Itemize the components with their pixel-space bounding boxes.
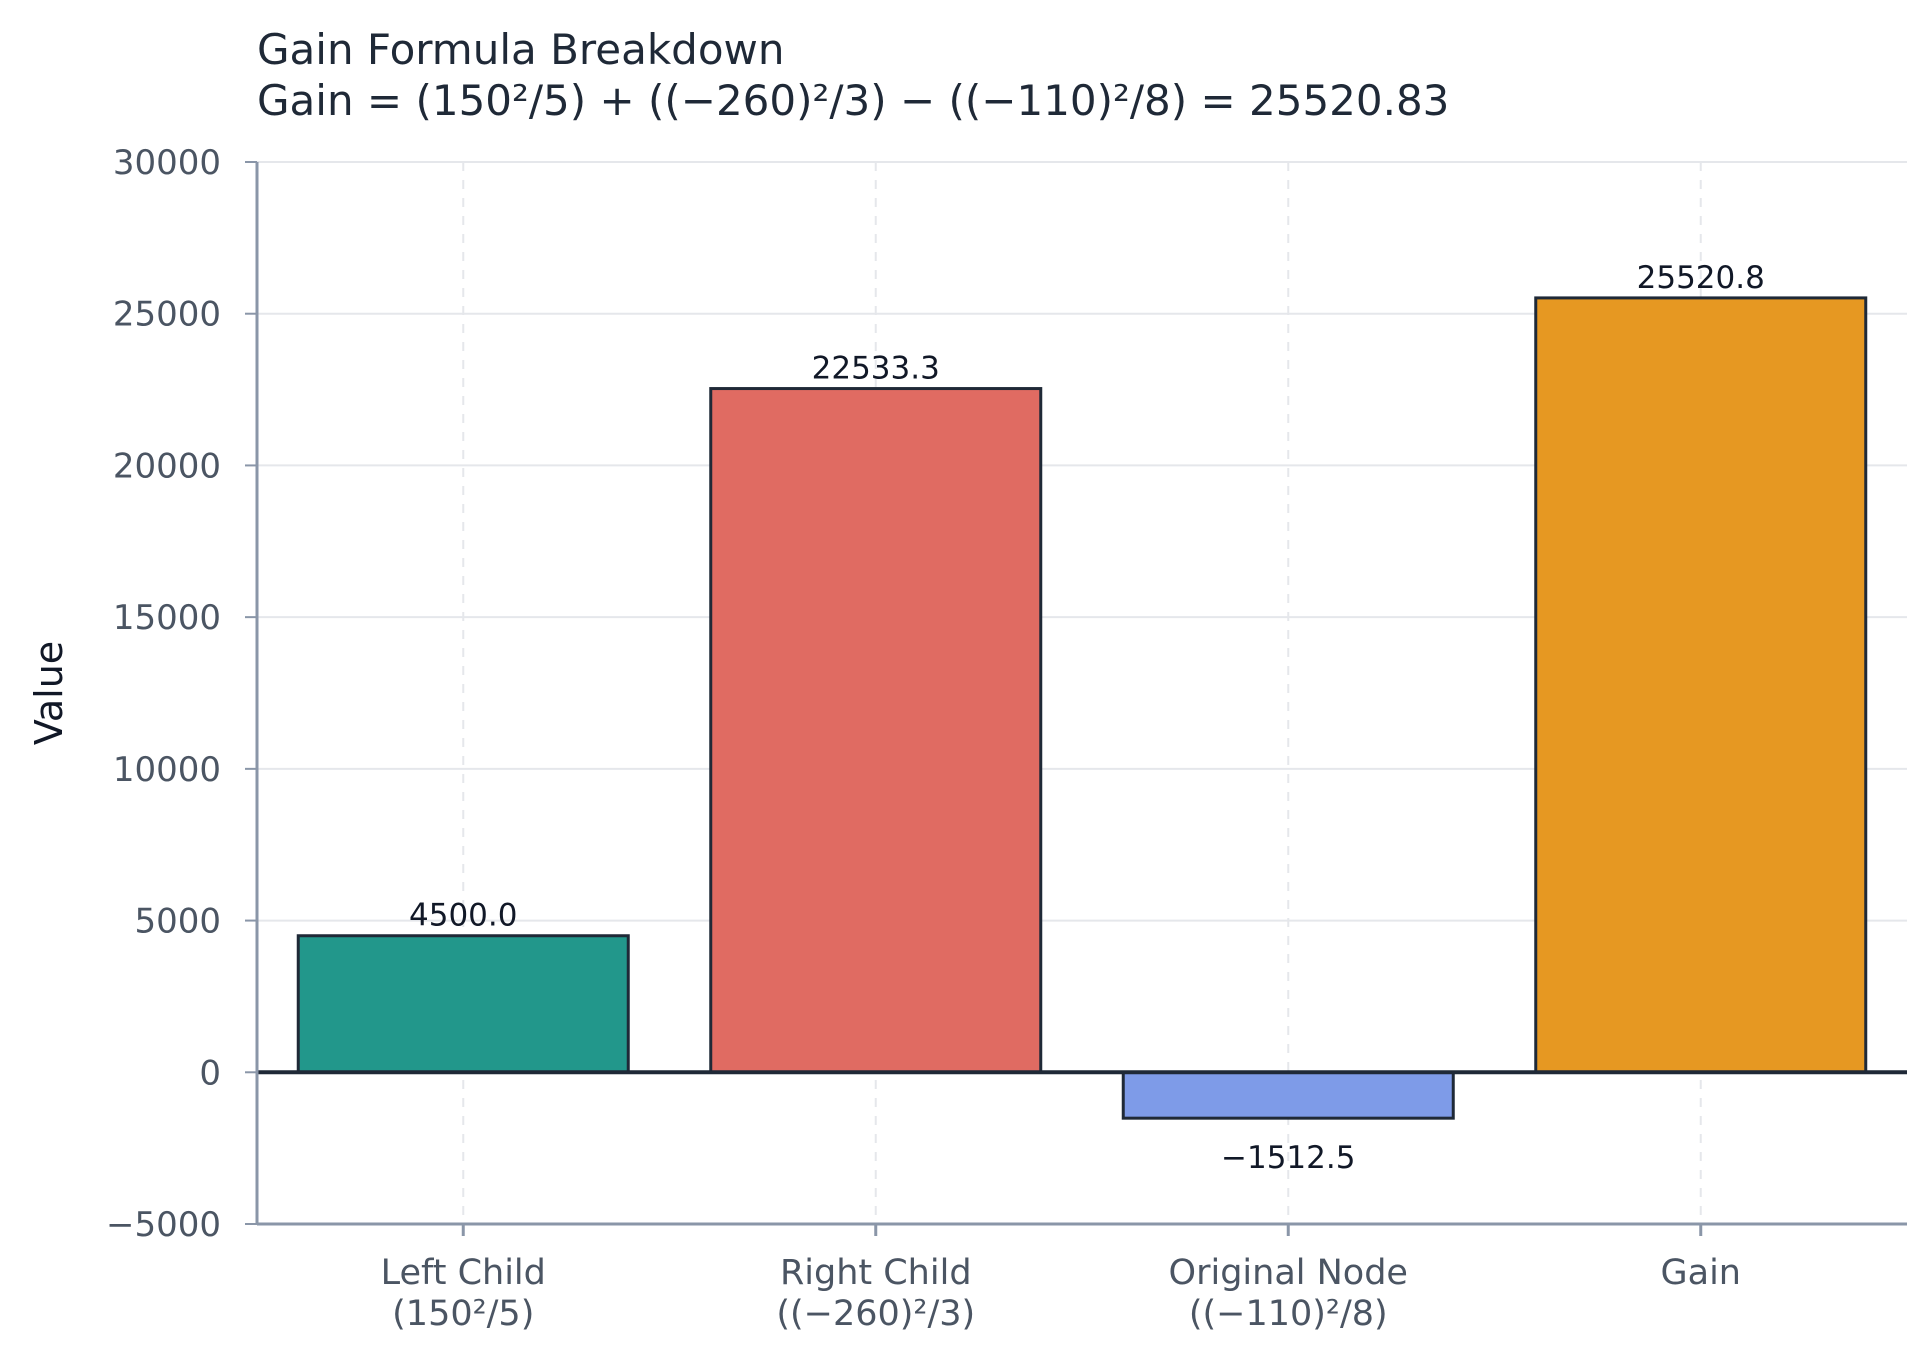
- x-category-label: Left Child: [381, 1253, 546, 1293]
- axes-layer: [245, 161, 1907, 1236]
- y-axis-title: Value: [27, 641, 71, 745]
- y-tick-label: 15000: [113, 598, 221, 638]
- bar: [1534, 296, 1868, 1074]
- bar-value-label: 22533.3: [812, 351, 940, 387]
- y-tick-label: 30000: [113, 143, 221, 183]
- y-tick-label: 25000: [113, 295, 221, 335]
- x-category-label: Right Child: [780, 1253, 972, 1293]
- chart-title: Gain Formula Breakdown: [257, 25, 784, 74]
- bar: [296, 934, 630, 1074]
- labels-layer: −5000 0 5000 10000 15000 20000 25000 30000 4500.…: [106, 143, 1765, 1334]
- bar: [1121, 1070, 1455, 1120]
- bar-value-label: 25520.8: [1637, 260, 1765, 296]
- y-tick-label: 5000: [134, 902, 221, 942]
- x-category-label: ((−260)²/3): [776, 1294, 975, 1334]
- y-tick-label: 20000: [113, 446, 221, 486]
- y-tick-label: 10000: [113, 750, 221, 790]
- bar-value-label: −1512.5: [1221, 1140, 1355, 1176]
- chart-subtitle: Gain = (150²/5) + ((−260)²/3) − ((−110)²…: [257, 76, 1449, 125]
- bar-value-label: 4500.0: [409, 898, 517, 934]
- x-category-label: Gain: [1661, 1253, 1741, 1293]
- x-category-label: (150²/5): [392, 1294, 534, 1334]
- y-tick-label: −5000: [106, 1205, 221, 1245]
- x-category-label: Original Node: [1169, 1253, 1408, 1293]
- bar: [709, 387, 1043, 1074]
- y-tick-label: 0: [199, 1053, 221, 1093]
- x-category-label: ((−110)²/8): [1189, 1294, 1388, 1334]
- bars-layer: [296, 296, 1868, 1120]
